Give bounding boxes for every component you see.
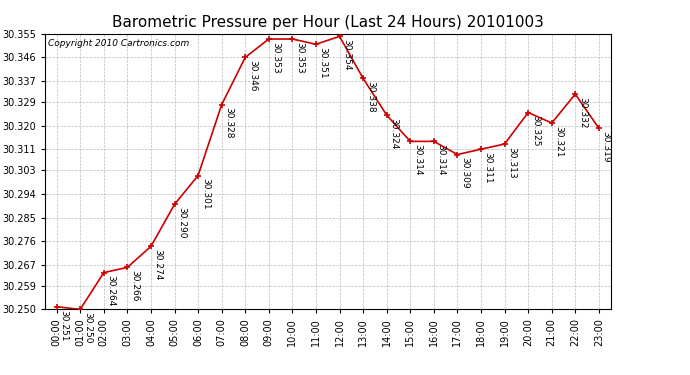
Text: 30.314: 30.314	[437, 144, 446, 176]
Text: 30.351: 30.351	[319, 47, 328, 79]
Text: 30.324: 30.324	[389, 118, 398, 149]
Text: Copyright 2010 Cartronics.com: Copyright 2010 Cartronics.com	[48, 39, 189, 48]
Text: 30.328: 30.328	[224, 107, 233, 139]
Text: 30.309: 30.309	[460, 157, 469, 189]
Text: 30.264: 30.264	[106, 275, 115, 307]
Text: 30.338: 30.338	[366, 81, 375, 113]
Text: 30.266: 30.266	[130, 270, 139, 302]
Title: Barometric Pressure per Hour (Last 24 Hours) 20101003: Barometric Pressure per Hour (Last 24 Ho…	[112, 15, 544, 30]
Text: 30.301: 30.301	[201, 178, 210, 210]
Text: 30.251: 30.251	[59, 309, 68, 341]
Text: 30.325: 30.325	[531, 115, 540, 147]
Text: 30.346: 30.346	[248, 60, 257, 92]
Text: 30.321: 30.321	[555, 126, 564, 157]
Text: 30.250: 30.250	[83, 312, 92, 344]
Text: 30.353: 30.353	[272, 42, 281, 74]
Text: 30.314: 30.314	[413, 144, 422, 176]
Text: 30.332: 30.332	[578, 97, 587, 128]
Text: 30.319: 30.319	[602, 131, 611, 163]
Text: 30.290: 30.290	[177, 207, 186, 238]
Text: 30.353: 30.353	[295, 42, 304, 74]
Text: 30.313: 30.313	[507, 147, 516, 178]
Text: 30.354: 30.354	[342, 39, 351, 70]
Text: 30.274: 30.274	[154, 249, 163, 280]
Text: 30.311: 30.311	[484, 152, 493, 184]
